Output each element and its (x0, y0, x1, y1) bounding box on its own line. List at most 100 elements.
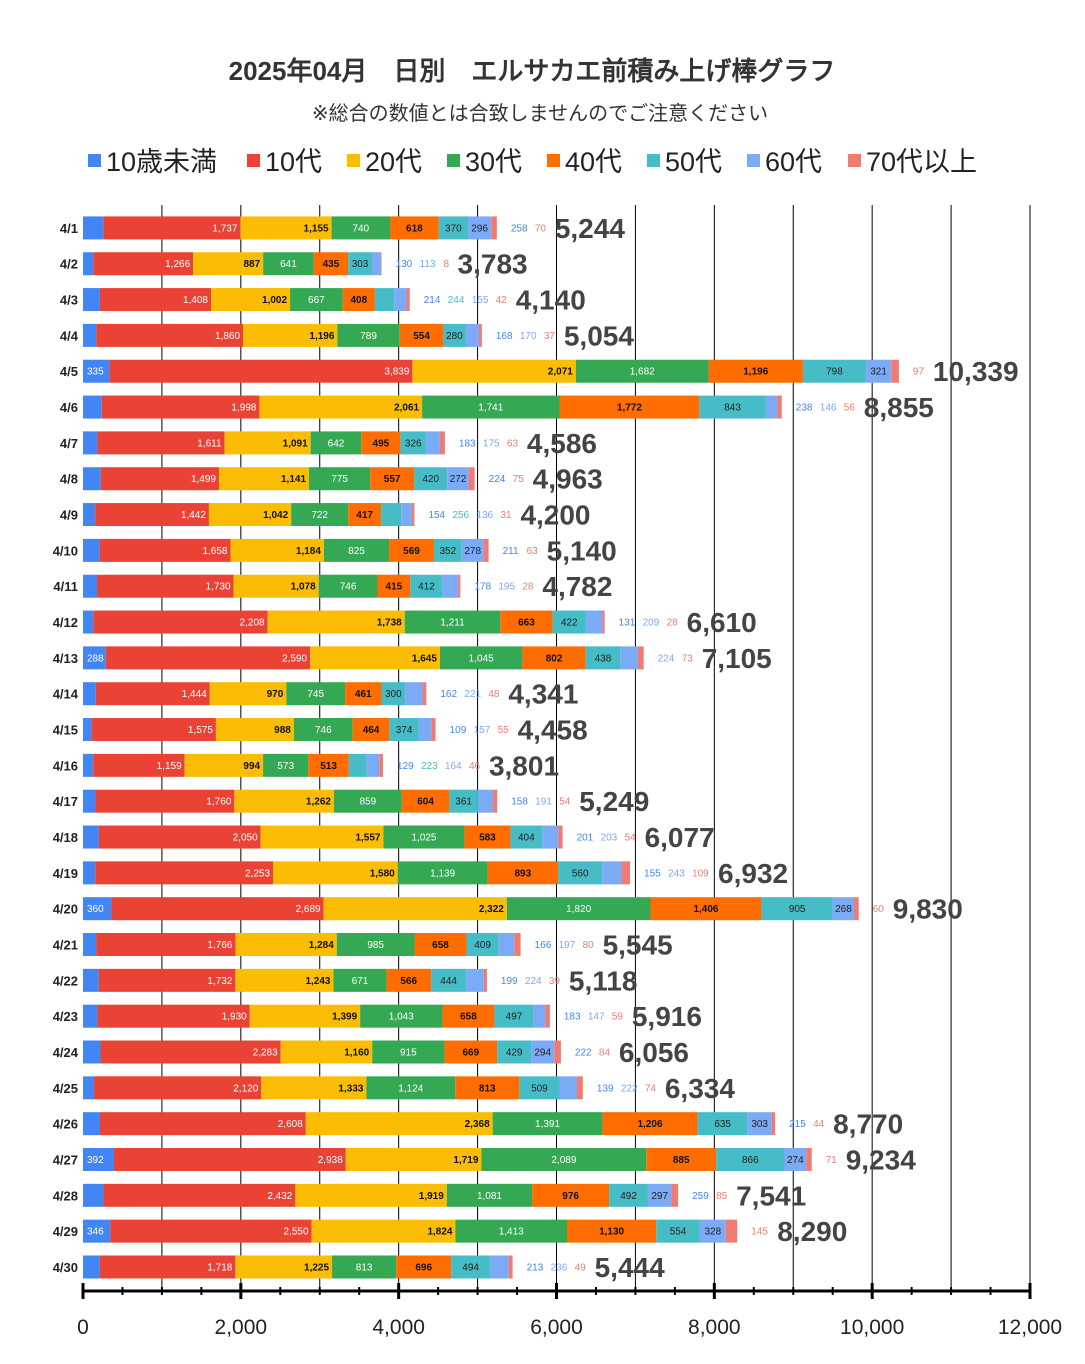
bar-segment (725, 1219, 738, 1243)
legend-swatch (547, 154, 560, 167)
bar-segment (379, 753, 383, 777)
bar-segment (96, 323, 244, 347)
bar-segment (99, 288, 212, 312)
segment-value-label: 2,322 (479, 904, 504, 915)
segment-value-label: 224 (489, 474, 506, 485)
bar-segment (646, 1147, 717, 1171)
segment-value-label: 985 (367, 940, 384, 951)
bar-segment (449, 789, 478, 813)
segment-value-label: 988 (274, 725, 291, 736)
bar-segment (360, 1004, 443, 1028)
bar-segment (656, 1219, 700, 1243)
segment-value-label: 1,002 (262, 295, 287, 306)
bar-segment (83, 968, 99, 992)
bar-segment (508, 1255, 513, 1279)
segment-value-label: 178 (474, 582, 491, 593)
bar-segment (83, 323, 97, 347)
segment-value-label: 211 (503, 546, 519, 557)
legend-label: 30代 (465, 147, 522, 177)
segment-value-label: 84 (599, 1048, 611, 1059)
bar-segment (468, 467, 475, 491)
bar-segment (602, 1112, 698, 1136)
total-value-label: 4,782 (542, 571, 612, 602)
bar-segment (93, 1076, 262, 1100)
segment-value-label: 813 (479, 1083, 496, 1094)
segment-value-label: 199 (501, 976, 518, 987)
segment-value-label: 813 (356, 1262, 373, 1273)
bar-segment (647, 1183, 672, 1207)
segment-value-label: 1,399 (332, 1012, 357, 1023)
bar-segment (95, 503, 209, 527)
bar-segment (406, 288, 410, 312)
bar-segment (422, 395, 560, 419)
bar-segment (431, 968, 467, 992)
total-value-label: 4,140 (516, 285, 586, 316)
segment-value-label: 1,406 (693, 904, 718, 915)
bar-segment (397, 861, 488, 885)
total-value-label: 6,334 (665, 1073, 735, 1104)
segment-value-label: 417 (356, 510, 373, 521)
segment-value-label: 1,130 (599, 1227, 624, 1238)
bar-segment (97, 574, 234, 598)
bar-segment (83, 574, 98, 598)
total-labels: 5,244 3,783 4,140 5,054 10,339 8,855 4,586 4,96… (458, 213, 1019, 1283)
bar-segment (83, 503, 96, 527)
bar-segment (263, 252, 314, 276)
gridlines (161, 205, 1031, 1291)
bar-segment (111, 897, 324, 921)
bar-segment (519, 1076, 560, 1100)
bar-segment (389, 718, 419, 742)
bar-segment (348, 503, 382, 527)
segment-value-label: 360 (87, 904, 104, 915)
segment-value-label: 3,839 (384, 367, 409, 378)
bar-segment (233, 574, 319, 598)
segment-value-label: 157 (474, 725, 491, 736)
bar-segment (566, 1219, 657, 1243)
bar-segment (208, 503, 292, 527)
segment-value-label: 361 (455, 797, 472, 808)
segment-value-label: 162 (440, 689, 457, 700)
bar-segment (240, 216, 332, 240)
segment-value-label: 2,253 (245, 868, 270, 879)
legend-label: 10代 (265, 147, 322, 177)
bar-segment (352, 718, 390, 742)
segment-value-label: 244 (448, 295, 465, 306)
segment-value-label: 28 (667, 618, 679, 629)
bar-segment (410, 574, 443, 598)
segment-value-label: 209 (643, 618, 660, 629)
bar-segment (497, 1040, 532, 1064)
total-value-label: 8,770 (833, 1109, 903, 1140)
segment-value-label: 1,737 (212, 223, 237, 234)
segment-value-label: 136 (476, 510, 493, 521)
segment-value-label: 129 (397, 761, 414, 772)
segment-value-label: 789 (360, 331, 377, 342)
segment-value-label: 55 (498, 725, 510, 736)
segment-value-label: 164 (445, 761, 462, 772)
bar-segment (465, 323, 479, 347)
segment-value-label: 1,211 (440, 618, 465, 629)
segment-value-label: 97 (913, 367, 925, 378)
bar-segment (193, 252, 264, 276)
segment-value-label: 1,139 (430, 868, 455, 879)
bar-segment (95, 789, 235, 813)
segment-value-label: 2,432 (267, 1191, 292, 1202)
category-label: 4/2 (60, 257, 78, 272)
segment-value-label: 1,225 (304, 1262, 329, 1273)
segment-value-label: 278 (464, 546, 481, 557)
segment-value-label: 1,741 (478, 403, 503, 414)
segment-value-label: 139 (597, 1083, 614, 1094)
total-value-label: 5,118 (569, 965, 638, 996)
bar-segment (372, 1040, 445, 1064)
bar-segment (83, 610, 94, 634)
bar-segment (439, 431, 445, 455)
bar-segment (444, 1040, 498, 1064)
segment-value-label: 412 (418, 582, 435, 593)
segment-value-label: 274 (787, 1155, 804, 1166)
segment-value-label: 569 (403, 546, 420, 557)
segment-value-label: 195 (498, 582, 515, 593)
bar-segment (97, 431, 225, 455)
segment-value-label: 669 (462, 1048, 479, 1059)
total-value-label: 5,249 (579, 786, 649, 817)
bar-segment (95, 682, 210, 706)
segment-value-label: 374 (396, 725, 413, 736)
